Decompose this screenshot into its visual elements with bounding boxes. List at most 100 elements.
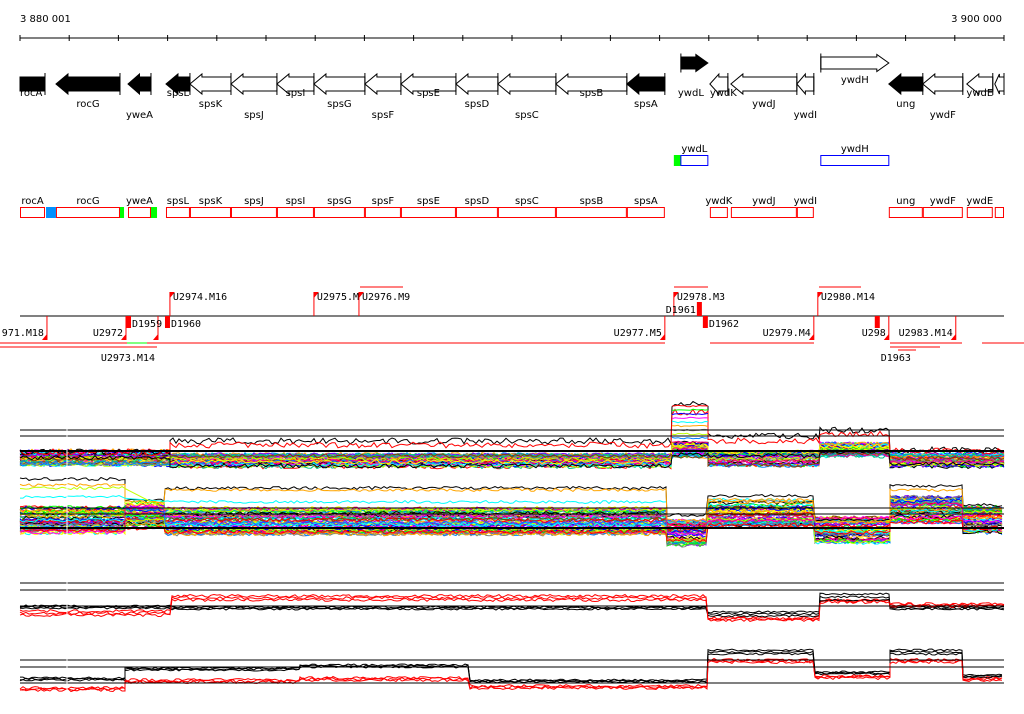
minus-box-spsK[interactable]: spsK [189,196,231,218]
gene-arrow [455,72,499,96]
gene-spsA[interactable]: spsA [626,72,666,110]
expression-trace [19,445,1005,467]
minus-box [230,207,277,218]
minus-box-partial[interactable] [994,207,1004,218]
gene-ywdK[interactable]: ywdK [709,72,737,99]
gene-label: spsC [515,110,539,121]
promoter-feature[interactable]: D1959 [126,316,162,330]
gene-ywdI[interactable]: ywdI [794,72,817,121]
gene-label: yweA [126,110,153,121]
minus-box-spsG[interactable]: spsG [313,196,365,218]
lower-feature[interactable]: U298 [862,316,890,340]
gene-rocG[interactable]: rocG [55,72,121,110]
gene-spsD[interactable]: spsD [455,72,499,110]
gene-arrow [888,72,924,96]
expression-trace [671,420,709,424]
upper-feature[interactable]: U2975.M [313,292,359,316]
promoter-feature[interactable]: D1961 [666,302,702,316]
upper-feature[interactable]: U2978.M3 [673,292,725,316]
feature-flag-icon [883,334,889,340]
minus-box [455,207,498,218]
minus-box-spsI[interactable]: spsI [276,196,314,218]
minus-box-rocA[interactable]: rocA [20,196,45,218]
gene-spsK[interactable]: spsK [189,72,232,110]
promoter-feature[interactable]: D1960 [164,316,201,330]
feature-label: U298 [862,328,886,339]
expression-trace [672,408,709,411]
gene-rocA[interactable]: rocA [19,73,46,99]
gene-ywdL[interactable]: ywdL [678,53,709,100]
lower-feature[interactable]: U2979.M4 [763,316,815,340]
minus-box-ywdE[interactable]: ywdE [966,196,993,218]
feature-label: U2983.M14 [899,328,953,339]
minus-box-ywdF[interactable]: ywdF [922,196,963,218]
promoter-block [164,316,170,328]
minus-box-ywdK[interactable]: ywdK [705,196,733,218]
minus-box [364,207,401,218]
gene-arrow [276,72,315,96]
gene-spsI[interactable]: spsI [276,72,315,99]
gene-spsB[interactable]: spsB [555,72,628,99]
minus-box-rocG[interactable]: rocG [55,196,120,218]
minus-box-ung[interactable]: ung [888,196,923,218]
gene-label: ywdH [841,75,869,86]
minus-box-label: yweA [126,196,153,207]
expression-trace [671,416,709,420]
ruler-start-label: 3 880 001 [20,14,71,25]
feature-flag-icon [673,292,679,298]
coordinate-ruler [19,35,1005,41]
feature-flag-icon [153,334,159,340]
lower-feature[interactable]: U2977.M5 [614,316,666,340]
minus-box-spsC[interactable]: spsC [497,196,556,218]
minus-box [55,207,120,218]
minus-box-yweA[interactable]: yweA [126,196,153,218]
promoter-block [126,316,132,328]
promoter-feature[interactable]: D1963 [874,316,911,364]
lower-feature[interactable]: U2983.M14 [899,316,957,340]
promoter-label: D1959 [132,319,162,330]
lower-feature[interactable]: 971.M18 [2,316,48,340]
plus-box-ywdH[interactable]: ywdH [820,144,890,166]
gene-ywdH[interactable]: ywdH [820,53,890,87]
minus-box-label: ywdK [705,196,732,207]
lower-feature[interactable]: U2972 [93,316,127,340]
gene-label: ywdF [930,110,956,121]
expression-trace [19,511,1003,533]
gene-spsF[interactable]: spsF [364,72,402,121]
minus-box-spsJ[interactable]: spsJ [230,196,277,218]
gene-spsG[interactable]: spsG [313,72,366,110]
feature-label: U2972 [93,328,123,339]
gene-ywdF[interactable]: ywdF [922,72,964,121]
lower-feature[interactable]: U2973.M14 [101,316,159,364]
plus-box-ywdL[interactable]: ywdL [673,144,709,166]
gene-ung[interactable]: ung [888,72,924,110]
upper-feature[interactable]: U2974.M16 [169,292,227,316]
minus-box-spsA[interactable]: spsA [626,196,665,218]
gene-spsC[interactable]: spsC [497,72,557,121]
gene-spsJ[interactable]: spsJ [230,72,278,121]
minus-box-spsF[interactable]: spsF [364,196,401,218]
gene-spsL[interactable]: spsL [165,72,191,99]
minus-box-ywdI[interactable]: ywdI [794,196,817,218]
gene-partial[interactable] [994,73,1005,95]
gene-spsE[interactable]: spsE [400,72,457,99]
gene-ywdJ[interactable]: ywdJ [730,72,798,110]
gene-ywdE[interactable]: ywdE [966,72,994,99]
upper-feature[interactable]: U2976.M9 [358,292,410,316]
minus-box [555,207,627,218]
minus-box-spsB[interactable]: spsB [555,196,627,218]
minus-box [189,207,231,218]
minus-strand-track: rocA rocG yweA spsL spsK spsJ spsI spsG spsF spsE… [20,196,1004,218]
minus-box-spsL[interactable]: spsL [165,196,190,218]
minus-box-ywdJ[interactable]: ywdJ [730,196,797,218]
minus-box-spsE[interactable]: spsE [400,196,456,218]
feature-label: U2974.M16 [173,292,227,303]
promoter-label: D1960 [171,319,201,330]
upper-feature[interactable]: U2980.M14 [817,292,875,316]
expression-trace [19,408,1005,457]
expression-trace [19,519,1003,543]
gene-yweA[interactable]: yweA [126,72,153,121]
promoter-feature[interactable]: D1962 [702,316,739,330]
minus-box-spsD[interactable]: spsD [455,196,498,218]
plus-box [820,155,890,166]
